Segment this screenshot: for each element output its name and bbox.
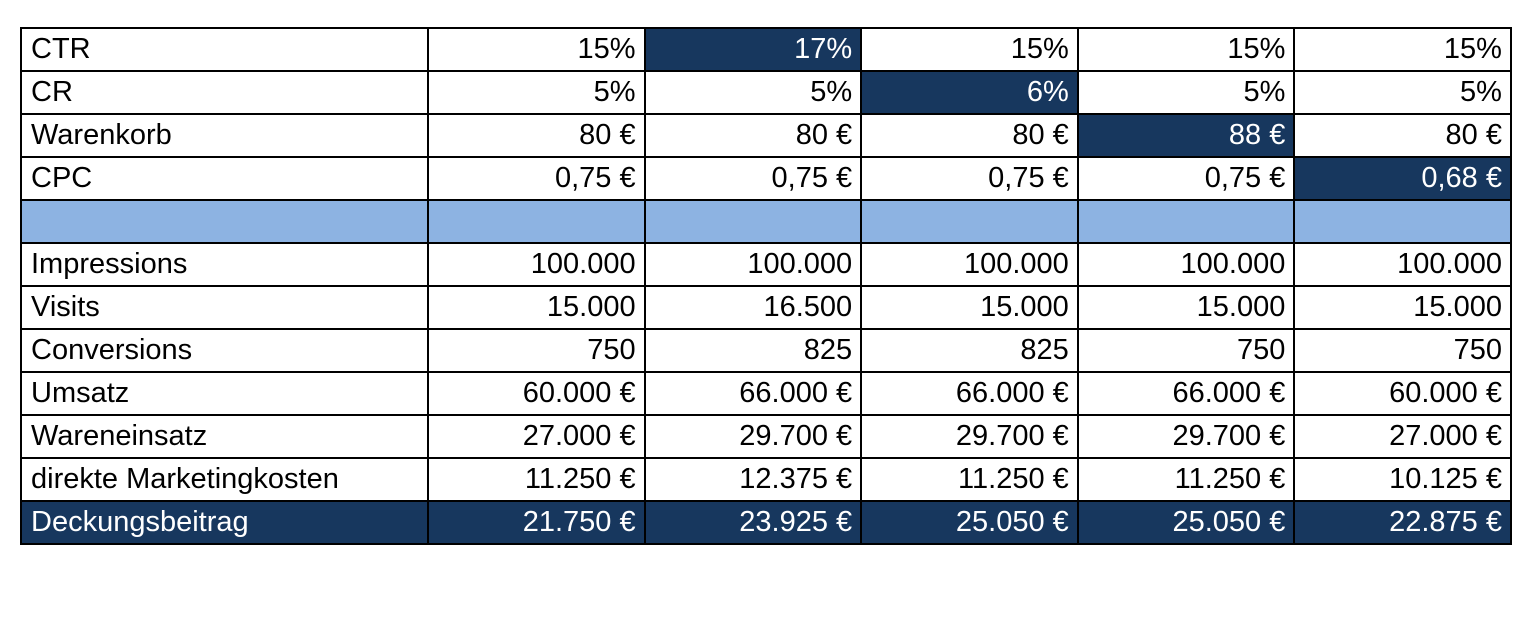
- cell[interactable]: 25.050 €: [860, 500, 1079, 545]
- table-row-ctr: CTR 15% 17% 15% 15% 15%: [20, 27, 1512, 72]
- cell[interactable]: 80 €: [427, 113, 646, 158]
- cell[interactable]: 29.700 €: [860, 414, 1079, 459]
- cell[interactable]: 15%: [860, 27, 1079, 72]
- table-row-warenkorb: Warenkorb 80 € 80 € 80 € 88 € 80 €: [20, 113, 1512, 158]
- row-label[interactable]: Visits: [20, 285, 429, 330]
- cell[interactable]: 15%: [1076, 27, 1296, 72]
- cell[interactable]: 11.250 €: [1076, 457, 1296, 502]
- cell[interactable]: 100.000: [643, 242, 863, 287]
- cell[interactable]: 15.000: [427, 285, 646, 330]
- cell[interactable]: 80 €: [643, 113, 863, 158]
- cell[interactable]: 0,75 €: [1076, 156, 1296, 201]
- table-row-spacer: [20, 199, 1512, 244]
- cell[interactable]: 10.125 €: [1293, 457, 1512, 502]
- row-label[interactable]: direkte Marketingkosten: [20, 457, 429, 502]
- cell[interactable]: 22.875 €: [1293, 500, 1512, 545]
- cell[interactable]: 100.000: [1076, 242, 1296, 287]
- cell[interactable]: 750: [1293, 328, 1512, 373]
- table-row-umsatz: Umsatz 60.000 € 66.000 € 66.000 € 66.000…: [20, 371, 1512, 416]
- cell[interactable]: 25.050 €: [1076, 500, 1296, 545]
- cell[interactable]: 100.000: [860, 242, 1079, 287]
- cell[interactable]: 60.000 €: [1293, 371, 1512, 416]
- table-row-deckungsbeitrag: Deckungsbeitrag 21.750 € 23.925 € 25.050…: [20, 500, 1512, 545]
- table-row-cr: CR 5% 5% 6% 5% 5%: [20, 70, 1512, 115]
- cell[interactable]: 5%: [1076, 70, 1296, 115]
- row-label[interactable]: CTR: [20, 27, 429, 72]
- table-row-conversions: Conversions 750 825 825 750 750: [20, 328, 1512, 373]
- cell[interactable]: 27.000 €: [1293, 414, 1512, 459]
- row-label[interactable]: Impressions: [20, 242, 429, 287]
- cell[interactable]: 16.500: [643, 285, 863, 330]
- cell[interactable]: 80 €: [1293, 113, 1512, 158]
- cell[interactable]: 5%: [643, 70, 863, 115]
- row-label[interactable]: Warenkorb: [20, 113, 429, 158]
- cell[interactable]: 100.000: [427, 242, 646, 287]
- spacer-cell[interactable]: [427, 199, 646, 244]
- cell[interactable]: 825: [860, 328, 1079, 373]
- cell[interactable]: 15.000: [1293, 285, 1512, 330]
- cell[interactable]: 5%: [427, 70, 646, 115]
- table-body: CTR 15% 17% 15% 15% 15% CR 5% 5% 6% 5% 5…: [20, 27, 1512, 545]
- cell[interactable]: 11.250 €: [860, 457, 1079, 502]
- cell[interactable]: 0,75 €: [427, 156, 646, 201]
- cell[interactable]: 825: [643, 328, 863, 373]
- cell[interactable]: 5%: [1293, 70, 1512, 115]
- marketing-scenario-table: CTR 15% 17% 15% 15% 15% CR 5% 5% 6% 5% 5…: [20, 27, 1512, 545]
- cell[interactable]: 21.750 €: [427, 500, 646, 545]
- cell[interactable]: 60.000 €: [427, 371, 646, 416]
- cell[interactable]: 750: [1076, 328, 1296, 373]
- cell[interactable]: 100.000: [1293, 242, 1512, 287]
- cell[interactable]: 0,75 €: [860, 156, 1079, 201]
- cell[interactable]: 12.375 €: [643, 457, 863, 502]
- cell-highlighted[interactable]: 6%: [860, 70, 1079, 115]
- cell[interactable]: 11.250 €: [427, 457, 646, 502]
- cell[interactable]: 80 €: [860, 113, 1079, 158]
- table-row-visits: Visits 15.000 16.500 15.000 15.000 15.00…: [20, 285, 1512, 330]
- spacer-cell[interactable]: [1293, 199, 1512, 244]
- spacer-cell[interactable]: [643, 199, 863, 244]
- cell[interactable]: 29.700 €: [643, 414, 863, 459]
- cell[interactable]: 27.000 €: [427, 414, 646, 459]
- cell[interactable]: 15.000: [1076, 285, 1296, 330]
- table-row-impressions: Impressions 100.000 100.000 100.000 100.…: [20, 242, 1512, 287]
- spacer-cell[interactable]: [20, 199, 429, 244]
- cell[interactable]: 750: [427, 328, 646, 373]
- cell[interactable]: 23.925 €: [643, 500, 863, 545]
- row-label[interactable]: Wareneinsatz: [20, 414, 429, 459]
- cell[interactable]: 0,75 €: [643, 156, 863, 201]
- cell[interactable]: 29.700 €: [1076, 414, 1296, 459]
- spacer-cell[interactable]: [860, 199, 1079, 244]
- cell[interactable]: 15.000: [860, 285, 1079, 330]
- table-row-wareneinsatz: Wareneinsatz 27.000 € 29.700 € 29.700 € …: [20, 414, 1512, 459]
- cell[interactable]: 66.000 €: [643, 371, 863, 416]
- cell-highlighted[interactable]: 88 €: [1076, 113, 1296, 158]
- spacer-cell[interactable]: [1076, 199, 1296, 244]
- cell[interactable]: 15%: [427, 27, 646, 72]
- cell-highlighted[interactable]: 17%: [643, 27, 863, 72]
- row-label[interactable]: Conversions: [20, 328, 429, 373]
- table-row-cpc: CPC 0,75 € 0,75 € 0,75 € 0,75 € 0,68 €: [20, 156, 1512, 201]
- cell[interactable]: 66.000 €: [860, 371, 1079, 416]
- row-label[interactable]: CR: [20, 70, 429, 115]
- row-label[interactable]: CPC: [20, 156, 429, 201]
- cell[interactable]: 66.000 €: [1076, 371, 1296, 416]
- table-row-marketingkosten: direkte Marketingkosten 11.250 € 12.375 …: [20, 457, 1512, 502]
- cell[interactable]: 15%: [1293, 27, 1512, 72]
- row-label[interactable]: Deckungsbeitrag: [20, 500, 429, 545]
- row-label[interactable]: Umsatz: [20, 371, 429, 416]
- cell-highlighted[interactable]: 0,68 €: [1293, 156, 1512, 201]
